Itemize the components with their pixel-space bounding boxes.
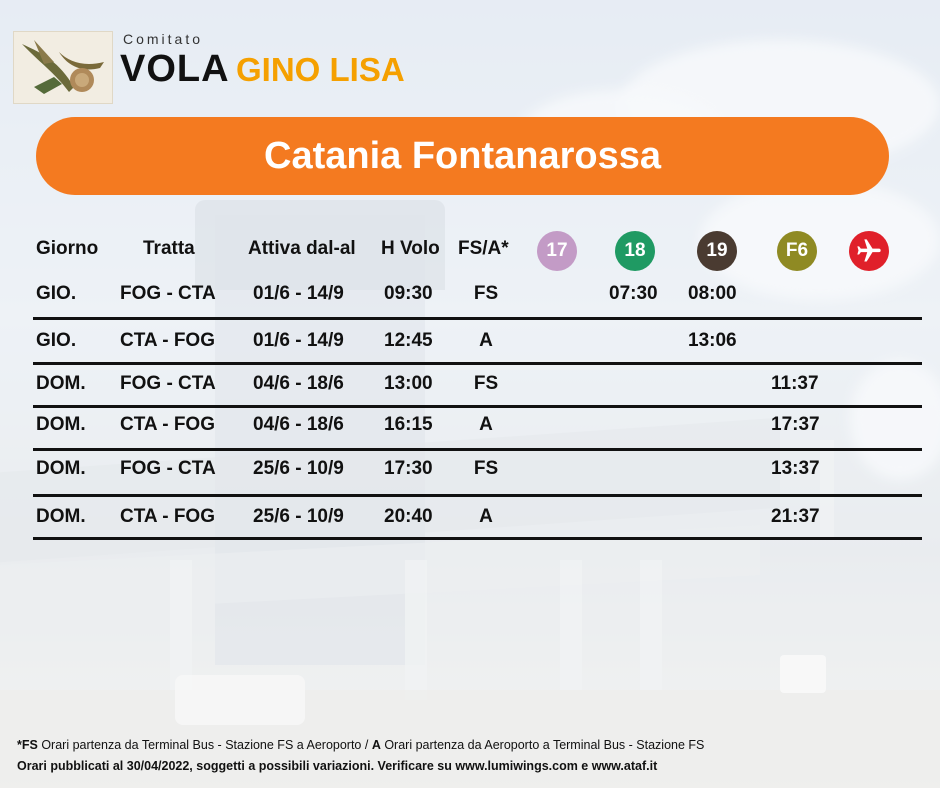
cell-bus-f6: 11:37 (771, 373, 819, 394)
cell-tratta: CTA - FOG (120, 506, 215, 527)
cell-hvolo: 12:45 (384, 330, 433, 351)
header-giorno: Giorno (36, 238, 99, 259)
bus-18-badge: 18 (615, 231, 655, 271)
cell-fsa: FS (473, 283, 499, 304)
cell-fsa: A (479, 414, 493, 435)
cell-attiva: 01/6 - 14/9 (253, 330, 344, 351)
brand-committee-label: Comitato (123, 31, 204, 47)
header-fsa: FS/A* (458, 238, 509, 259)
cell-hvolo: 09:30 (384, 283, 433, 304)
cell-fsa: A (479, 506, 493, 527)
cell-attiva: 25/6 - 10/9 (253, 506, 344, 527)
cell-hvolo: 13:00 (384, 373, 433, 394)
cell-giorno: DOM. (36, 458, 86, 479)
cell-giorno: GIO. (36, 283, 77, 304)
cell-tratta: CTA - FOG (120, 414, 215, 435)
cell-fsa: FS (473, 458, 499, 479)
cell-fsa: A (479, 330, 493, 351)
cell-hvolo: 20:40 (384, 506, 433, 527)
cell-tratta: FOG - CTA (120, 283, 216, 304)
airport-title: Catania Fontanarossa (264, 134, 661, 177)
bus-f6-badge: F6 (777, 231, 817, 271)
cell-attiva: 04/6 - 18/6 (253, 414, 344, 435)
footer-a-key: A (371, 738, 381, 752)
row-divider (33, 317, 922, 320)
cell-bus-19: 13:06 (688, 330, 737, 351)
cell-attiva: 04/6 - 18/6 (253, 373, 344, 394)
row-divider (33, 362, 922, 365)
logo-image (13, 31, 113, 104)
airport-title-banner: Catania Fontanarossa (36, 117, 889, 195)
cell-bus-19: 08:00 (688, 283, 737, 304)
row-divider (33, 405, 922, 408)
bus-17-badge: 17 (537, 231, 577, 271)
footer-fs-text: Orari partenza da Terminal Bus - Stazion… (37, 738, 372, 752)
brand-vola: VOLA (120, 48, 230, 90)
header-hvolo: H Volo (381, 238, 440, 259)
footer-legend: *FS Orari partenza da Terminal Bus - Sta… (17, 738, 704, 752)
row-divider (33, 537, 922, 540)
cell-hvolo: 16:15 (384, 414, 433, 435)
cell-giorno: DOM. (36, 506, 86, 527)
footer-note: Orari pubblicati al 30/04/2022, soggetti… (17, 759, 658, 773)
plane-icon (849, 231, 889, 271)
cell-bus-f6: 17:37 (771, 414, 820, 435)
cell-attiva: 25/6 - 10/9 (253, 458, 344, 479)
header-tratta: Tratta (143, 238, 195, 259)
footer-a-text: Orari partenza da Aeroporto a Terminal B… (380, 738, 705, 752)
cell-fsa: FS (473, 373, 499, 394)
row-divider (33, 448, 922, 451)
cell-bus-18: 07:30 (609, 283, 658, 304)
cell-giorno: GIO. (36, 330, 77, 351)
header-attiva: Attiva dal-al (248, 238, 356, 259)
cell-giorno: DOM. (36, 414, 86, 435)
row-divider (33, 494, 922, 497)
cell-tratta: FOG - CTA (120, 458, 216, 479)
cell-bus-f6: 21:37 (771, 506, 820, 527)
bus-19-badge: 19 (697, 231, 737, 271)
footer-fs-key: *FS (17, 738, 38, 752)
cell-tratta: FOG - CTA (120, 373, 216, 394)
brand-gino-lisa: GINO LISA (236, 51, 405, 88)
cell-tratta: CTA - FOG (120, 330, 215, 351)
cell-attiva: 01/6 - 14/9 (253, 283, 344, 304)
cell-bus-f6: 13:37 (771, 458, 820, 479)
cell-giorno: DOM. (36, 373, 86, 394)
cell-hvolo: 17:30 (384, 458, 433, 479)
